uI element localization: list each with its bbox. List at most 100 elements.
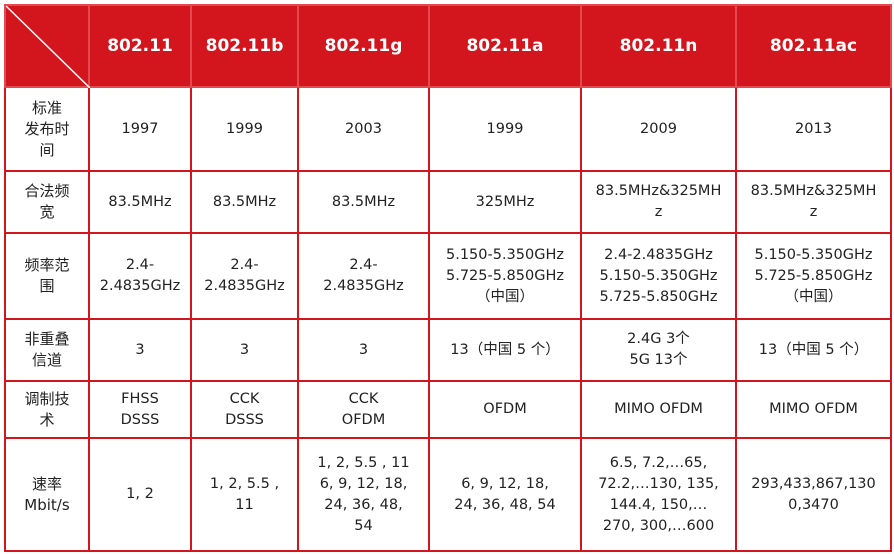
cell-line: 83.5MHz <box>331 193 396 210</box>
cell-line: 24, 36, 48, <box>324 496 403 513</box>
cell: 5.150-5.350GHz 5.725-5.850GHz （中国） <box>428 232 582 320</box>
cell-line: 6.5, 7.2,…65, <box>609 454 708 471</box>
cell: 2.4G 3个 5G 13个 <box>580 318 737 382</box>
cell-line: FHSS <box>121 390 159 407</box>
cell: 2003 <box>297 86 430 172</box>
cell-line: CCK <box>229 390 260 407</box>
row: 合法频宽 83.5MHz 83.5MHz 83.5MHz 325MHz 83.5MHz&3… <box>4 170 892 234</box>
cell: 83.5MHz <box>88 170 192 234</box>
cell: 1, 2 <box>88 437 192 552</box>
cell-line: OFDM <box>483 401 527 417</box>
comparison-table: 802.11 802.11b 802.11g 802.11a 802.11n 802.11… <box>4 4 892 552</box>
label-line: 非重叠 <box>24 330 70 348</box>
cell-line: 11 <box>235 496 254 513</box>
cell-line: 2.4835GHz <box>99 278 181 294</box>
cell-line: DSSS <box>225 411 264 428</box>
cell-line: DSSS <box>120 411 160 428</box>
label-line: 标准 <box>31 98 62 117</box>
row: 速率 Mbit/s 1, 2 1, 2, 5.5 , 11 1, 2, 5.5 , 11 6… <box>4 437 892 552</box>
cell: 6.5, 7.2,…65, 72.2,…130, 135, 144.4, 150,…… <box>580 437 737 552</box>
cell-line: 5.150-5.350GHz <box>754 246 873 263</box>
row: 频率范围 2.4- 2.4835GHz 2.4- 2.4835GHz 2.4- 2.4835… <box>4 232 892 320</box>
cell: 3 <box>297 318 430 382</box>
label-line: 术 <box>39 410 55 429</box>
cell-line: 13（中国 5 个） <box>450 341 560 358</box>
cell-line: 54 <box>354 517 373 534</box>
label-line: 宽 <box>39 203 55 221</box>
cell-line: z <box>809 204 818 220</box>
cell-line: （中国） <box>784 288 843 305</box>
cell: 5.150-5.350GHz 5.725-5.850GHz （中国） <box>735 232 892 320</box>
cell-line: （中国） <box>476 288 534 305</box>
diagonal <box>6 6 90 88</box>
cell: OFDM <box>428 380 582 439</box>
cell-line: 6, 9, 12, 18, <box>319 475 408 492</box>
cell-line: 24, 36, 48, 54 <box>454 496 556 513</box>
label-line: Mbit/s <box>24 495 70 514</box>
cell: 83.5MHz&325MH z <box>580 170 737 234</box>
cell-line: 2.4835GHz <box>204 278 285 294</box>
column-header: 802.11g <box>297 4 430 88</box>
cell-line: 1997 <box>121 120 159 137</box>
cell-line: 5.725-5.850GHz <box>445 267 564 284</box>
cell-line: 3 <box>135 341 145 358</box>
corner-cell <box>4 4 90 88</box>
cell-line: OFDM <box>341 411 386 428</box>
cell-line: MIMO OFDM <box>769 401 858 417</box>
cell: 83.5MHz&325MH z <box>735 170 892 234</box>
cell-line: CCK <box>348 390 379 407</box>
label-line: 合法频 <box>24 182 70 200</box>
column-header: 802.11a <box>428 4 582 88</box>
cell-line: 83.5MHz&325MH <box>750 183 877 199</box>
cell-line: 2.4-2.4835GHz <box>604 246 713 263</box>
cell: 13（中国 5 个） <box>428 318 582 382</box>
cell: 1997 <box>88 86 192 172</box>
cell: MIMO OFDM <box>580 380 737 439</box>
cell-line: 5.725-5.850GHz <box>599 288 718 305</box>
row: 标准 发布时间 1997 1999 2003 1999 2009 2013 <box>4 86 892 172</box>
cell: 1999 <box>428 86 582 172</box>
cell-line: 2.4835GHz <box>323 278 404 294</box>
cell-line: 6, 9, 12, 18, <box>461 475 549 492</box>
cell: 325MHz <box>428 170 582 234</box>
cell: 2.4- 2.4835GHz <box>297 232 430 320</box>
label-line: 速率 <box>31 474 62 493</box>
cell-line: 1, 2, 5.5 , <box>209 475 280 492</box>
cell: 1, 2, 5.5 , 11 6, 9, 12, 18, 24, 36, 48, 54 <box>297 437 430 552</box>
cell: FHSS DSSS <box>88 380 192 439</box>
cell-line: 83.5MHz&325MH <box>595 183 722 199</box>
row-label: 非重叠 信道 <box>4 318 90 382</box>
cell-line: 83.5MHz <box>212 193 277 210</box>
cell-line: 5.725-5.850GHz <box>754 267 873 284</box>
cell: 3 <box>190 318 299 382</box>
row-label: 频率范围 <box>4 232 90 320</box>
cell-line: 2.4- <box>349 257 378 273</box>
cell: 2.4-2.4835GHz 5.150-5.350GHz 5.725-5.850GH… <box>580 232 737 320</box>
cell: 2009 <box>580 86 737 172</box>
column-header: 802.11n <box>580 4 737 88</box>
cell-line: 3 <box>239 341 250 358</box>
label-line: 间 <box>39 140 55 159</box>
cell-line: z <box>654 204 663 220</box>
cell-line: 72.2,…130, 135, <box>598 475 719 492</box>
row-label: 合法频宽 <box>4 170 90 234</box>
cell-line: 13（中国 5 个） <box>758 341 869 358</box>
cell: 1999 <box>190 86 299 172</box>
column-header: 802.11b <box>190 4 299 88</box>
cell-line: 2013 <box>795 120 832 137</box>
cell-line: 1999 <box>226 120 263 137</box>
cell-line: 5.150-5.350GHz <box>599 267 718 284</box>
row-label: 标准 发布时间 <box>4 86 90 172</box>
cell: 2013 <box>735 86 892 172</box>
label-line: 围 <box>39 277 55 295</box>
cell: 83.5MHz <box>297 170 430 234</box>
cell: CCK OFDM <box>297 380 430 439</box>
cell: 6, 9, 12, 18, 24, 36, 48, 54 <box>428 437 582 552</box>
label-line: 调制技 <box>24 389 70 408</box>
row-label: 调制技术 <box>4 380 90 439</box>
label-line: 频率范 <box>24 256 70 274</box>
cell-line: 5.150-5.350GHz <box>445 246 564 263</box>
row: 非重叠 信道 3 3 3 13（中国 5 个） 2.4G 3个 5G 13个 13（中国 5 个… <box>4 318 892 382</box>
cell-line: 270, 300,…600 <box>602 517 715 534</box>
cell: CCK DSSS <box>190 380 299 439</box>
